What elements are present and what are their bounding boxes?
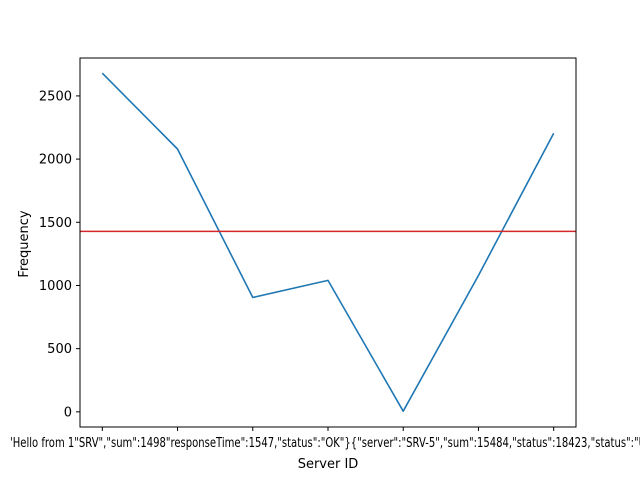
series-line [101, 72, 555, 413]
data-point-6 [477, 274, 479, 276]
data-point-1 [101, 72, 103, 74]
data-point-5 [402, 410, 404, 412]
y-tick-label-1500: 1500 [39, 216, 72, 231]
data-point-2 [177, 148, 179, 150]
y-tick-label-500: 500 [47, 342, 72, 357]
data-point-3 [252, 296, 254, 298]
plot-area: 0 500 1000 1500 2000 2500 'Hello from 1"SRV","… [10, 57, 640, 451]
y-tick-label-1000: 1000 [39, 279, 72, 294]
y-tick-label-2000: 2000 [39, 153, 72, 168]
y-tick-label-2500: 2500 [39, 89, 72, 104]
data-point-7 [553, 132, 555, 134]
x-axis-label: Server ID [298, 457, 359, 472]
data-point-4 [327, 279, 329, 281]
x-tick-labels: 'Hello from 1"SRV","sum":1498"responseTi… [10, 436, 640, 451]
y-axis-label: Frequency [17, 210, 32, 277]
x-tick-label-7: 18423","status":"U [492, 436, 615, 451]
y-tick-label-0: 0 [64, 405, 72, 420]
